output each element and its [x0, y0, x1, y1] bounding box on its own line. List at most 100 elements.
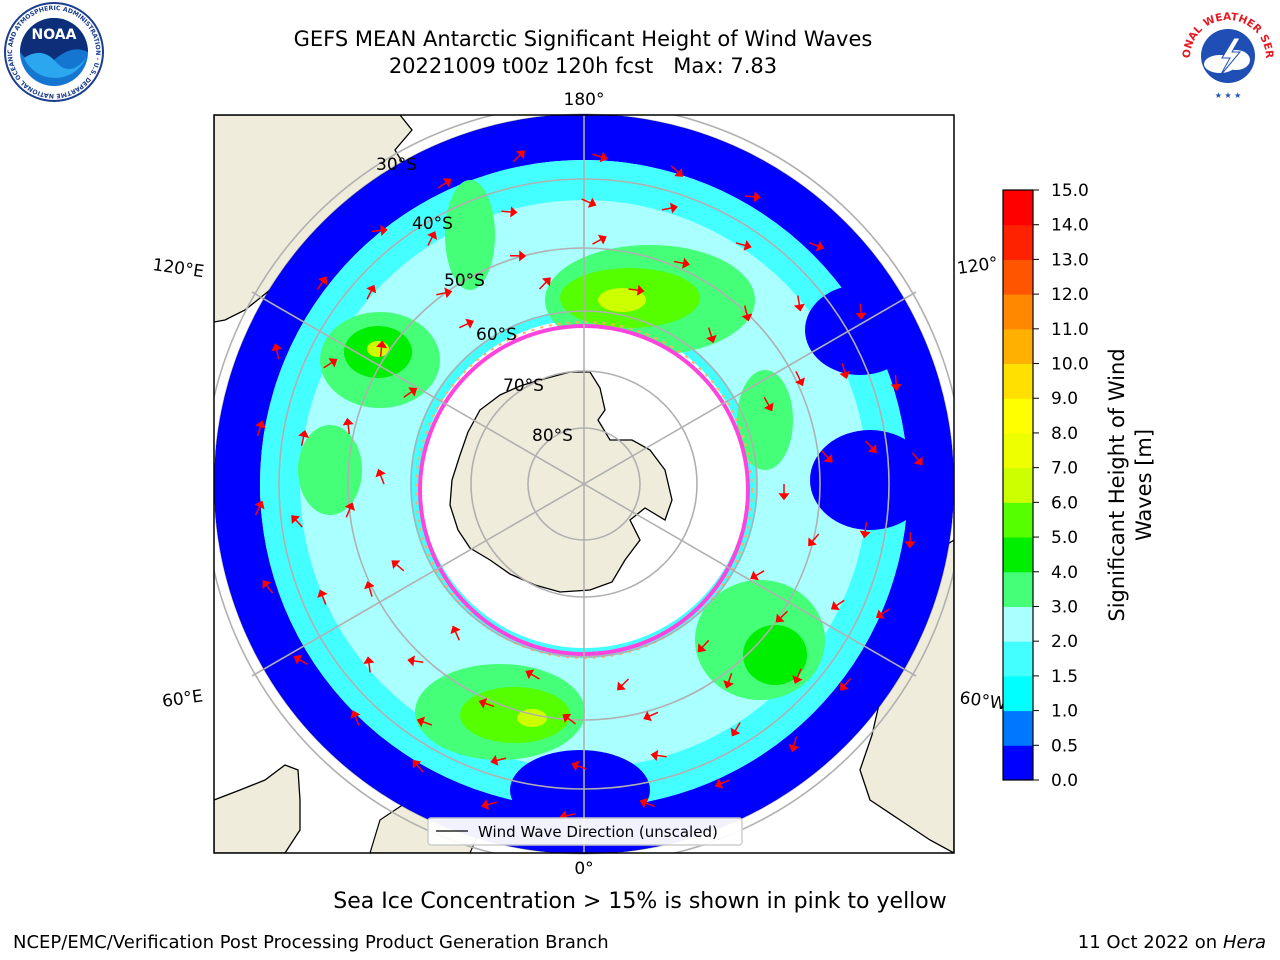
wind-arrow-shaft [661, 207, 672, 211]
wind-arrow-shaft [422, 720, 433, 726]
wind-arrow-shaft [371, 229, 382, 233]
colorbar-segment [1003, 641, 1033, 677]
wind-arrow-head [643, 711, 652, 722]
wind-arrow-shaft [763, 396, 770, 407]
wind-arrow-shaft [530, 673, 540, 680]
wind-arrow-shaft [416, 764, 424, 773]
wind-arrow-head [525, 669, 535, 680]
svg-text:★ ★ ★: ★ ★ ★ [1215, 91, 1242, 100]
wind-arrow-head [587, 197, 597, 208]
wind-arrow-head [562, 713, 572, 723]
wind-arrow-shaft [298, 658, 309, 666]
colorbar-tick-label: 14.0 [1051, 216, 1089, 236]
wind-arrow-head [808, 537, 817, 547]
wind-arrow-shaft [437, 181, 447, 189]
wind-arrow-shaft [648, 711, 659, 718]
wind-arrow-shaft [368, 586, 373, 597]
wind-arrow-shaft [592, 238, 602, 245]
wind-arrow-head [913, 456, 923, 466]
colorbar-segment [1003, 467, 1033, 503]
wind-arrow-shaft [347, 423, 351, 435]
wind-arrow-head [571, 760, 580, 772]
colorbar-tick-label: 5.0 [1051, 528, 1078, 548]
wind-arrow-head [741, 313, 753, 322]
wind-arrow-head [481, 799, 490, 810]
colorbar-segment [1003, 745, 1033, 781]
wind-arrow-shaft [797, 295, 801, 306]
wind-arrow-shaft [735, 242, 746, 247]
wind-arrow-head [674, 168, 683, 177]
wind-arrow-shaft [911, 452, 920, 462]
lat-label-80s: 80°S [532, 426, 573, 446]
colorbar-tick-label: 12.0 [1051, 285, 1089, 305]
wind-arrow-head [616, 681, 626, 691]
wind-arrow-head [271, 343, 283, 352]
wind-arrow-head [815, 240, 825, 252]
wind-arrow-shaft [323, 361, 333, 369]
colorbar-tick-label: 9.0 [1051, 389, 1078, 409]
wind-arrow-head [867, 444, 877, 453]
wind-arrow-shaft [734, 722, 741, 732]
wind-arrow-shaft [565, 813, 576, 817]
wind-arrow-shaft [403, 390, 413, 398]
wind-arrow-shaft [795, 371, 801, 381]
wind-arrow-head [730, 727, 741, 737]
colorbar-tick-label: 0.5 [1051, 736, 1078, 756]
wind-arrow-head [706, 334, 717, 344]
lat-label-70s: 70°S [503, 376, 544, 396]
colorbar-title-line-1: Significant Height of Wind [1105, 348, 1129, 621]
wind-arrow-shaft [843, 677, 852, 687]
wind-arrow-shaft [835, 599, 845, 607]
colorbar-tick-label: 13.0 [1051, 250, 1089, 270]
colorbar-segment [1003, 398, 1033, 434]
colorbar-tick-label: 8.0 [1051, 424, 1078, 444]
wind-arrow-head [890, 383, 902, 392]
wind-arrow-head [763, 402, 774, 412]
wind-arrow-head [318, 276, 328, 286]
wind-arrow-head [775, 613, 785, 623]
wind-arrow-shaft [501, 210, 512, 213]
wind-arrow-shaft [744, 195, 755, 198]
wind-arrow-head [427, 231, 438, 240]
wind-arrow-shaft [628, 288, 639, 292]
wind-arrow-head [840, 681, 849, 691]
wind-arrow-head [408, 387, 418, 397]
wind-arrow-head [442, 178, 452, 188]
land-africa [214, 764, 301, 853]
wind-arrow-shaft [316, 280, 324, 291]
wind-arrow-shaft [880, 608, 890, 616]
sea-ice-caption: Sea Ice Concentration > 15% is shown in … [333, 889, 947, 914]
wind-arrow-shaft [427, 236, 434, 246]
colorbar-tick-label: 2.0 [1051, 632, 1078, 652]
wind-arrow-head [682, 257, 690, 269]
wind-arrow-head [723, 680, 734, 689]
colorbar-tick-label: 3.0 [1051, 597, 1078, 617]
lon-label-left-lower: 60°E [161, 686, 204, 711]
wind-arrow-head [519, 250, 527, 262]
wind-arrow-head [364, 581, 375, 590]
wind-arrow-shaft [865, 440, 874, 449]
wind-arrow-head [465, 318, 474, 329]
wind-arrow-shaft [808, 242, 819, 247]
colorbar-tick-label: 15.0 [1051, 181, 1089, 201]
wind-arrow-shaft [707, 327, 713, 338]
wind-arrow-shaft [792, 736, 798, 747]
wind-arrow-shaft [592, 153, 603, 158]
wind-arrow-shaft [366, 289, 373, 300]
wind-arrow-shaft [275, 349, 280, 360]
wind-arrow-head [597, 234, 607, 245]
wind-arrow-head [794, 377, 805, 387]
lat-label-40s: 40°S [412, 214, 453, 234]
wind-arrow-head [255, 420, 266, 429]
chart-title: GEFS MEAN Antarctic Significant Height o… [0, 26, 1166, 80]
wind-arrow-shaft [454, 630, 460, 641]
colorbar: 0.0 0.5 1.0 1.5 2.0 3.0 4.0 5.0 6.0 7.0 8.0 9.0 10.0… [1002, 181, 1156, 791]
wind-arrow-shaft [576, 764, 587, 770]
wind-arrow-head [350, 710, 361, 719]
wind-arrow-head [510, 206, 518, 218]
wind-arrow-head [342, 417, 354, 426]
machine-name: Hera [1222, 932, 1266, 953]
wind-arrow-shaft [701, 639, 710, 649]
wind-arrow-head [855, 312, 867, 320]
